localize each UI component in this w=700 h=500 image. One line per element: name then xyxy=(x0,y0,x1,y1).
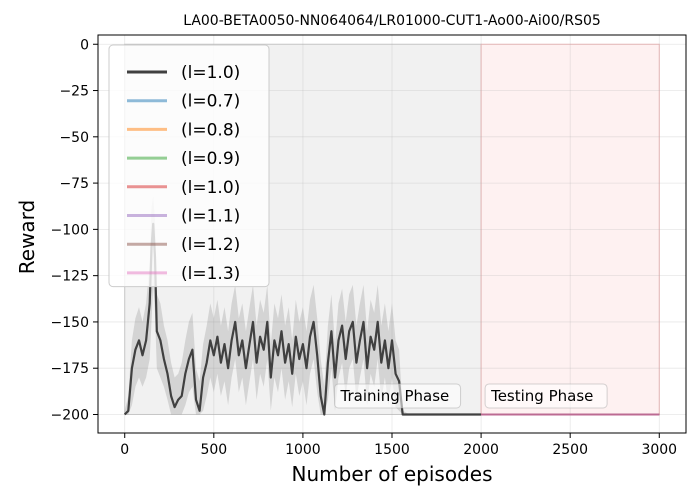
plot-area: Training Phase Testing Phase 0 500 1000 1500 2… xyxy=(51,34,687,458)
y-tick-label: −150 xyxy=(51,315,89,331)
legend-entry: (l=1.2) xyxy=(181,235,240,255)
training-confidence-band xyxy=(124,196,482,415)
chart-title: LA00-BETA0050-NN064064/LR01000-CUT1-Ao00… xyxy=(183,13,601,29)
x-tick-label: 1000 xyxy=(285,442,321,458)
legend-entry: (l=1.0) xyxy=(181,178,240,198)
legend-box xyxy=(108,44,270,288)
x-tick-label: 3000 xyxy=(641,442,677,458)
y-tick-label: −100 xyxy=(51,222,89,238)
testing-phase-region xyxy=(480,43,660,415)
region-label-box xyxy=(484,383,608,409)
series-line-training xyxy=(123,222,482,416)
region-label: Training Phase xyxy=(340,387,450,405)
y-tick-label: −75 xyxy=(59,176,89,192)
x-tick-label: 2500 xyxy=(552,442,588,458)
y-tick-label: −25 xyxy=(59,84,89,100)
x-tick-label: 1500 xyxy=(374,442,410,458)
y-tick-label: −200 xyxy=(51,407,89,423)
region-label-box xyxy=(334,383,462,409)
legend-entry: (l=1.3) xyxy=(181,264,240,284)
x-tick-label: 0 xyxy=(120,442,129,458)
y-axis-label: Reward xyxy=(15,200,39,274)
x-tick-label: 2000 xyxy=(463,442,499,458)
region-label: Testing Phase xyxy=(490,387,593,405)
y-tick-label: 0 xyxy=(80,37,89,53)
legend-entry: (l=0.9) xyxy=(181,149,240,169)
legend-entry: (l=0.7) xyxy=(181,92,240,112)
legend-entry: (l=1.0) xyxy=(181,63,240,83)
y-tick-label: −125 xyxy=(51,269,89,285)
x-tick-label: 500 xyxy=(200,442,227,458)
x-axis-label: Number of episodes xyxy=(292,462,493,486)
y-tick-label: −175 xyxy=(51,361,89,377)
y-tick-label: −50 xyxy=(59,130,89,146)
legend-entry: (l=1.1) xyxy=(181,207,240,227)
legend-entry: (l=0.8) xyxy=(181,120,240,140)
